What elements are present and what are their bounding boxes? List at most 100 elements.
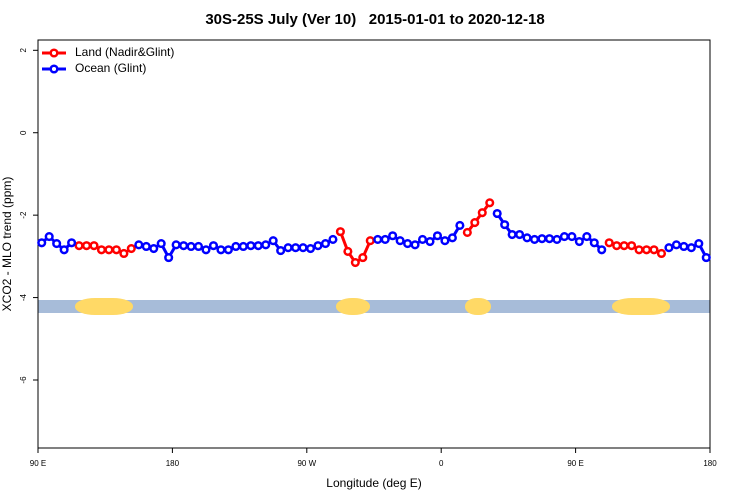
- data-point: [126, 243, 136, 254]
- data-point: [149, 243, 159, 254]
- data-point: [679, 241, 689, 252]
- data-point: [656, 248, 667, 259]
- data-point: [612, 241, 622, 251]
- y-axis-label: XCO2 - MLO trend (ppm): [0, 177, 14, 312]
- data-point: [350, 257, 360, 268]
- data-point: [365, 236, 375, 246]
- data-point: [276, 246, 286, 256]
- data-point: [89, 241, 99, 251]
- data-point: [544, 234, 555, 244]
- data-point: [193, 241, 204, 252]
- data-point: [74, 241, 84, 251]
- data-point: [619, 241, 629, 251]
- chart-title: 30S-25S July (Ver 10) 2015-01-01 to 2020…: [205, 11, 544, 28]
- data-point: [201, 245, 211, 255]
- data-point: [694, 239, 704, 249]
- y-tick-label: -6: [19, 376, 28, 384]
- data-point: [589, 238, 599, 248]
- data-point: [111, 245, 121, 255]
- data-point: [701, 253, 711, 263]
- land-band: [336, 298, 370, 315]
- data-point: [380, 234, 390, 245]
- data-point: [59, 245, 69, 255]
- land-band: [465, 298, 491, 315]
- data-point: [432, 231, 443, 241]
- data-point: [119, 248, 129, 259]
- data-point: [417, 234, 428, 245]
- data-point: [671, 240, 681, 250]
- land-mask-band: [38, 298, 710, 315]
- data-point: [238, 241, 248, 252]
- data-point: [134, 240, 144, 250]
- x-axis-label: Longitude (deg E): [326, 476, 421, 490]
- data-point: [156, 239, 166, 249]
- data-point: [403, 239, 413, 249]
- data-point: [283, 243, 293, 253]
- data-point: [208, 241, 219, 251]
- data-point: [81, 241, 92, 251]
- data-point: [67, 238, 77, 248]
- data-point: [574, 236, 584, 247]
- data-point: [171, 240, 181, 250]
- data-point: [52, 239, 62, 249]
- data-point: [410, 240, 420, 250]
- x-tick-label: 0: [439, 459, 444, 468]
- y-tick-label: 0: [19, 130, 28, 135]
- data-point: [455, 220, 465, 231]
- data-point: [440, 236, 450, 246]
- land-band: [75, 298, 133, 315]
- data-point: [298, 243, 308, 253]
- data-point: [492, 208, 502, 219]
- data-point: [261, 240, 271, 250]
- x-tick-label: 90 W: [297, 459, 316, 468]
- data-point: [268, 236, 278, 246]
- data-point: [37, 238, 47, 248]
- data-point: [641, 245, 652, 255]
- data-point: [649, 245, 659, 255]
- legend-marker: [49, 64, 59, 74]
- data-point: [559, 232, 569, 242]
- land-band: [612, 298, 670, 315]
- data-point: [388, 231, 398, 241]
- series-line: [40, 212, 708, 261]
- data-point: [634, 245, 644, 255]
- data-point: [552, 234, 562, 245]
- data-point: [529, 234, 540, 245]
- y-tick-label: 2: [19, 48, 28, 53]
- data-point: [223, 245, 233, 255]
- data-point: [522, 233, 532, 243]
- legend-label: Land (Nadir&Glint): [75, 45, 174, 59]
- data-point: [373, 234, 383, 245]
- legend-label: Ocean (Glint): [75, 61, 146, 75]
- data-point: [335, 227, 345, 237]
- data-point: [537, 234, 547, 244]
- data-point: [447, 233, 457, 243]
- data-point: [231, 241, 241, 252]
- data-point: [246, 241, 256, 251]
- data-point: [582, 232, 592, 242]
- data-point: [477, 208, 487, 218]
- data-point: [470, 218, 480, 228]
- data-point: [313, 241, 323, 251]
- data-point: [664, 243, 674, 253]
- data-point: [104, 245, 114, 255]
- data-point: [305, 243, 316, 254]
- data-point: [186, 241, 196, 252]
- x-tick-label: 90 E: [567, 459, 583, 468]
- data-point: [164, 253, 174, 263]
- data-point: [515, 229, 525, 240]
- data-point: [500, 220, 510, 230]
- data-point: [358, 253, 368, 263]
- data-point: [604, 238, 614, 248]
- data-point: [462, 227, 472, 238]
- data-point: [395, 236, 405, 246]
- data-point: [425, 236, 435, 247]
- data-point: [320, 239, 331, 249]
- x-tick-label: 90 E: [30, 459, 46, 468]
- ocean-band: [38, 300, 710, 313]
- data-point: [686, 243, 696, 253]
- data-point: [597, 245, 607, 255]
- data-point: [328, 234, 338, 245]
